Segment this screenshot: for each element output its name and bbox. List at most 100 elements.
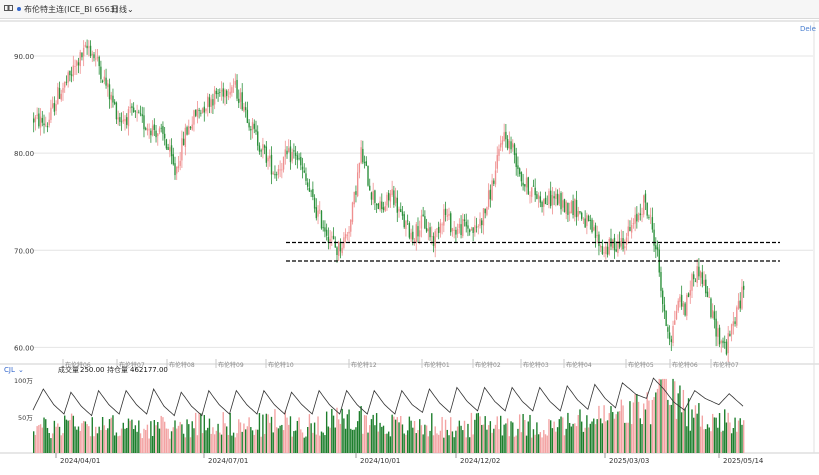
volume-bar (515, 435, 517, 453)
volume-bar (215, 430, 218, 453)
date-label: 2024/04/01 (60, 457, 100, 465)
volume-bar (591, 421, 593, 453)
candle-body (255, 129, 257, 132)
candle-body (150, 130, 152, 136)
volume-bar (568, 422, 571, 453)
volume-bar (163, 421, 166, 453)
candle-body (181, 138, 183, 161)
candle-body (389, 193, 392, 202)
candle-body (160, 127, 162, 129)
volume-bar (155, 425, 157, 453)
candle-body (434, 231, 436, 248)
candle-body (117, 117, 119, 120)
candle-body (362, 148, 364, 163)
price-tick-label: 80.00 (14, 150, 34, 158)
candle-body (291, 152, 293, 161)
volume-bar (95, 426, 97, 453)
candle-body (39, 116, 42, 128)
volume-bar (417, 430, 419, 453)
candle-body (443, 209, 445, 226)
candle-body (346, 234, 349, 236)
volume-bar (210, 433, 212, 453)
kline-chart[interactable]: Dele 90.00 80.00 70.00 60.00 布伦特06 布伦特07 布伦特08 布… (0, 18, 819, 471)
candle-body (536, 194, 538, 199)
volume-bar (170, 431, 173, 453)
period-selector[interactable]: 日线⌄ (111, 4, 134, 15)
candle-body (732, 321, 735, 326)
volume-bar (427, 436, 430, 453)
volume-bar (267, 414, 269, 453)
candle-body (367, 165, 369, 186)
candle-body (386, 194, 388, 206)
candle-body (193, 110, 195, 125)
chevron-down-icon[interactable]: ⌄ (127, 5, 134, 14)
volume-bar (72, 415, 75, 453)
candle-body (100, 66, 102, 80)
volume-bar (637, 401, 640, 453)
volume-bar (711, 413, 714, 453)
volume-bar (674, 381, 676, 453)
candle-body (653, 229, 655, 246)
volume-bar (453, 437, 455, 453)
candle-body (98, 56, 100, 67)
volume-bar (298, 417, 300, 453)
volume-bar (455, 430, 457, 453)
volume-bar (524, 420, 526, 453)
volume-bar (675, 418, 678, 453)
candle-body (95, 58, 97, 60)
instrument-title[interactable]: 布伦特主连(ICE_BI 6563) (24, 5, 118, 14)
candle-body (563, 199, 566, 213)
candle-body (477, 225, 479, 227)
candle-body (224, 89, 226, 98)
candle-body (555, 193, 557, 200)
candle-body (677, 300, 679, 311)
candle-body (74, 66, 76, 67)
volume-bar (310, 423, 312, 453)
candle-body (496, 155, 498, 169)
volume-bar (377, 431, 380, 453)
volume-bar (493, 428, 495, 453)
candle-body (226, 90, 228, 96)
volume-bar (370, 419, 373, 453)
candle-body (219, 92, 221, 93)
candle-body (334, 241, 336, 248)
candle-body (594, 225, 597, 238)
candle-body (269, 155, 271, 159)
volume-bar (410, 420, 412, 453)
candle-body (455, 229, 457, 235)
volume-bar (527, 421, 529, 453)
candle-body (372, 191, 374, 200)
volume-bar (365, 415, 367, 453)
candle-body (194, 109, 197, 116)
volume-bar (622, 405, 624, 453)
volume-bar (82, 420, 85, 453)
volume-bar (160, 415, 162, 453)
candle-body (136, 111, 138, 113)
volume-bar (219, 432, 221, 453)
candle-body (525, 177, 528, 188)
candle-body (396, 197, 398, 213)
volume-bar (603, 405, 605, 453)
volume-bar (265, 413, 268, 453)
volume-bar (543, 430, 545, 453)
candle-body (77, 62, 80, 66)
link-icon[interactable] (4, 5, 13, 11)
volume-bar (508, 436, 511, 453)
candle-body (119, 117, 121, 122)
candle-body (91, 53, 93, 56)
candle-body (520, 172, 523, 182)
price-tick-label: 60.00 (14, 344, 34, 352)
volume-bar (587, 427, 590, 453)
candle-body (729, 333, 731, 337)
candle-body (374, 190, 376, 203)
candle-body (320, 210, 323, 229)
candle-body (55, 104, 57, 111)
volume-bar (672, 378, 674, 453)
candle-body (319, 209, 321, 211)
volume-bar (655, 392, 657, 453)
candle-body (344, 234, 347, 239)
volume-bar (630, 424, 633, 453)
volume-bar (110, 417, 112, 453)
volume-bar (217, 423, 219, 453)
candle-body (674, 320, 676, 325)
